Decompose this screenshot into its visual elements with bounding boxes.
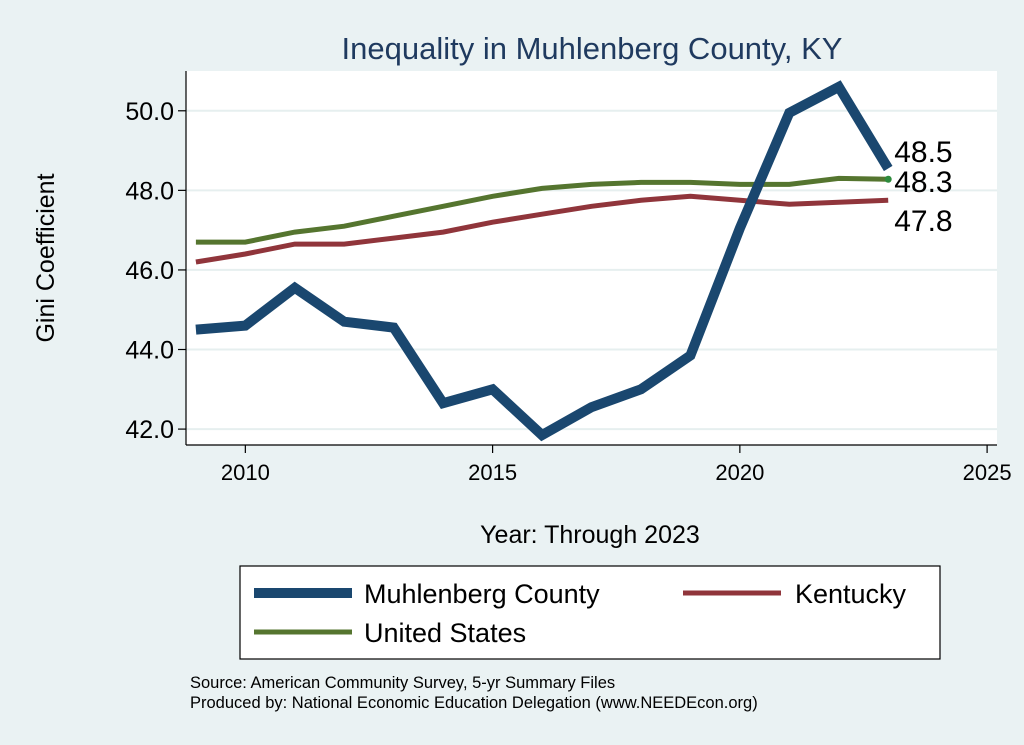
legend-label-united-states: United States bbox=[364, 618, 526, 648]
end-labels: 48.5 47.8 48.3 bbox=[894, 136, 952, 238]
plot-area bbox=[186, 71, 997, 445]
y-tick-label: 48.0 bbox=[125, 177, 174, 205]
x-tick-label: 2010 bbox=[221, 460, 270, 485]
end-label-muhlenberg-county: 48.5 bbox=[894, 136, 952, 169]
x-tick-label: 2025 bbox=[963, 460, 1012, 485]
end-label-united-states: 48.3 bbox=[894, 166, 952, 199]
y-tick-label: 42.0 bbox=[125, 416, 174, 444]
end-label-kentucky: 47.8 bbox=[894, 205, 952, 238]
legend-label-kentucky: Kentucky bbox=[795, 579, 907, 609]
y-tick-label: 50.0 bbox=[125, 98, 174, 126]
x-tick-label: 2020 bbox=[715, 460, 764, 485]
y-axis-label: Gini Coefficient bbox=[32, 173, 60, 342]
series-lines bbox=[195, 80, 893, 442]
series-line-kentucky bbox=[195, 193, 889, 265]
chart-title: Inequality in Muhlenberg County, KY bbox=[342, 31, 843, 66]
y-tick-label: 46.0 bbox=[125, 257, 174, 285]
end-point-united-states bbox=[884, 175, 892, 183]
x-axis-label: Year: Through 2023 bbox=[480, 521, 700, 549]
legend: Muhlenberg County Kentucky United States bbox=[239, 565, 941, 660]
series-line-united-states bbox=[195, 175, 889, 245]
x-ticks: 2010 2015 2020 2025 bbox=[221, 445, 1012, 485]
producer-note: Produced by: National Economic Education… bbox=[190, 694, 758, 712]
y-tick-label: 44.0 bbox=[125, 337, 174, 365]
y-ticks: 42.0 44.0 46.0 48.0 50.0 bbox=[125, 98, 186, 444]
x-tick-label: 2015 bbox=[468, 460, 517, 485]
legend-label-muhlenberg: Muhlenberg County bbox=[364, 579, 600, 609]
series-line-muhlenberg-county bbox=[195, 80, 893, 442]
source-note: Source: American Community Survey, 5-yr … bbox=[190, 674, 615, 692]
legend-box bbox=[239, 565, 941, 660]
axes bbox=[185, 71, 997, 446]
gridlines bbox=[186, 109, 997, 431]
